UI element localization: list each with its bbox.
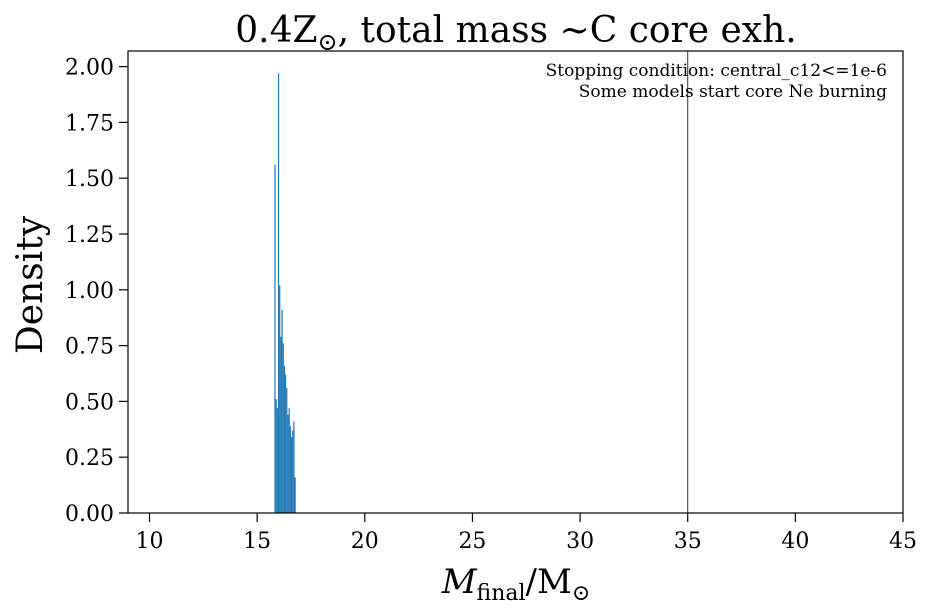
y-tick-label: 2.00	[65, 56, 114, 81]
y-tick-label: 0.25	[65, 446, 114, 471]
x-label-unit: /M	[526, 562, 572, 602]
y-tick-label: 1.75	[65, 111, 114, 136]
title-suffix: , total mass ~C core exh.	[338, 10, 797, 51]
histogram-bar	[275, 399, 277, 513]
histogram-bar	[293, 421, 295, 513]
x-axis-label: Mfinal/M⊙	[441, 562, 591, 606]
histogram-bar	[289, 425, 291, 513]
y-tick-label: 1.50	[65, 167, 114, 192]
x-tick-label: 45	[889, 529, 917, 554]
y-axis-label: Density	[10, 215, 51, 354]
x-tick-label: 25	[458, 529, 486, 554]
x-label-subscript: final	[477, 581, 526, 606]
y-tick-label: 0.00	[65, 502, 114, 527]
histogram-bar	[274, 164, 276, 513]
histogram-bar	[280, 336, 282, 513]
histogram-bar	[290, 437, 293, 513]
histogram-bar	[276, 408, 278, 513]
histogram-bar	[292, 430, 294, 513]
x-axis-ticks: 10 15 20 25 30 35 40 45	[136, 513, 917, 554]
x-label-main: M	[441, 562, 478, 602]
histogram-bar	[287, 414, 289, 513]
histogram-bar	[281, 309, 283, 513]
x-label-unit-subscript: ⊙	[572, 581, 590, 606]
histogram-bar	[283, 365, 286, 513]
plot-frame	[127, 50, 904, 514]
y-tick-label: 1.25	[65, 223, 114, 248]
histogram-bar	[277, 73, 280, 513]
x-tick-label: 15	[243, 529, 271, 554]
histogram-bar	[286, 388, 288, 513]
y-tick-label: 0.50	[65, 390, 114, 415]
x-tick-label: 30	[566, 529, 594, 554]
x-tick-label: 20	[351, 529, 379, 554]
y-axis-ticks: 0.00 0.25 0.50 0.75 1.00 1.25 1.50 1.75 2.00	[65, 56, 128, 527]
histogram-bar	[294, 477, 296, 513]
histogram-bar	[282, 343, 284, 513]
x-tick-label: 10	[136, 529, 164, 554]
histogram-bar	[279, 285, 281, 513]
chart-title: 0.4Z⊙, total mass ~C core exh.	[235, 10, 796, 56]
histogram-bars	[274, 73, 296, 513]
x-tick-label: 40	[781, 529, 809, 554]
x-tick-label: 35	[674, 529, 702, 554]
annotation-stopping-condition: Stopping condition: central_c12<=1e-6	[546, 61, 887, 81]
y-tick-label: 1.00	[65, 279, 114, 304]
annotation-ne-burning: Some models start core Ne burning	[579, 82, 887, 102]
y-tick-label: 0.75	[65, 335, 114, 360]
histogram-bar	[288, 408, 290, 513]
title-prefix: 0.4Z	[235, 10, 317, 51]
histogram-bar	[285, 374, 287, 513]
title-subscript: ⊙	[318, 28, 338, 56]
